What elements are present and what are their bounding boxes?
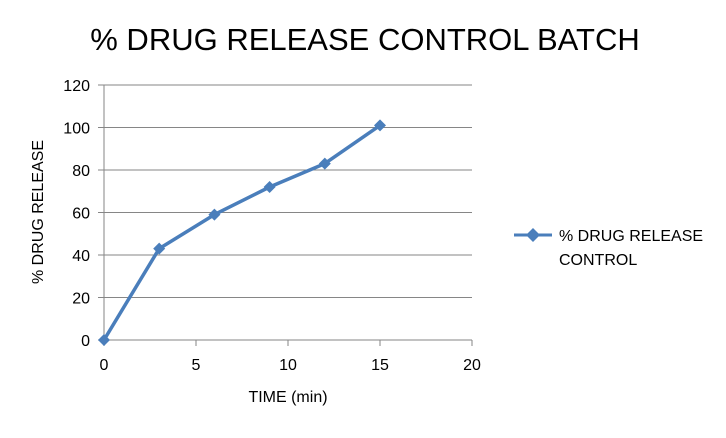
- data-point: [98, 334, 110, 346]
- data-point: [208, 208, 221, 221]
- data-point: [318, 157, 331, 170]
- series-layer: [98, 119, 386, 346]
- y-tick-label: 100: [63, 121, 90, 138]
- y-axis-label: % DRUG RELEASE: [30, 140, 47, 284]
- legend: % DRUG RELEASE CONTROL: [514, 228, 703, 269]
- y-tick-label: 80: [72, 163, 90, 180]
- y-tick-label: 40: [72, 248, 90, 265]
- axes: [103, 85, 472, 341]
- gridlines: [98, 84, 473, 346]
- series-line: [102, 123, 381, 341]
- data-point: [263, 181, 276, 193]
- y-tick-label: 0: [81, 333, 90, 350]
- legend-marker: [526, 228, 540, 242]
- x-tick-labels: 0 5 10 15 20: [100, 357, 481, 374]
- y-tick-labels: 0 20 40 60 80 100 120: [63, 78, 90, 350]
- chart-title: % DRUG RELEASE CONTROL BATCH: [90, 22, 639, 57]
- x-tick-label: 5: [192, 357, 201, 374]
- x-tick-label: 0: [100, 357, 109, 374]
- x-tick-label: 10: [279, 357, 297, 374]
- data-point: [374, 119, 386, 132]
- x-tick-label: 20: [463, 357, 481, 374]
- legend-label-line-2: CONTROL: [559, 252, 637, 269]
- x-axis-label: TIME (min): [248, 389, 327, 406]
- y-tick-label: 60: [72, 206, 90, 223]
- y-tick-label: 20: [72, 291, 90, 308]
- data-point: [153, 242, 166, 255]
- y-tick-label: 120: [63, 78, 90, 95]
- legend-label-line-1: % DRUG RELEASE: [559, 228, 703, 245]
- x-tick-label: 15: [371, 357, 389, 374]
